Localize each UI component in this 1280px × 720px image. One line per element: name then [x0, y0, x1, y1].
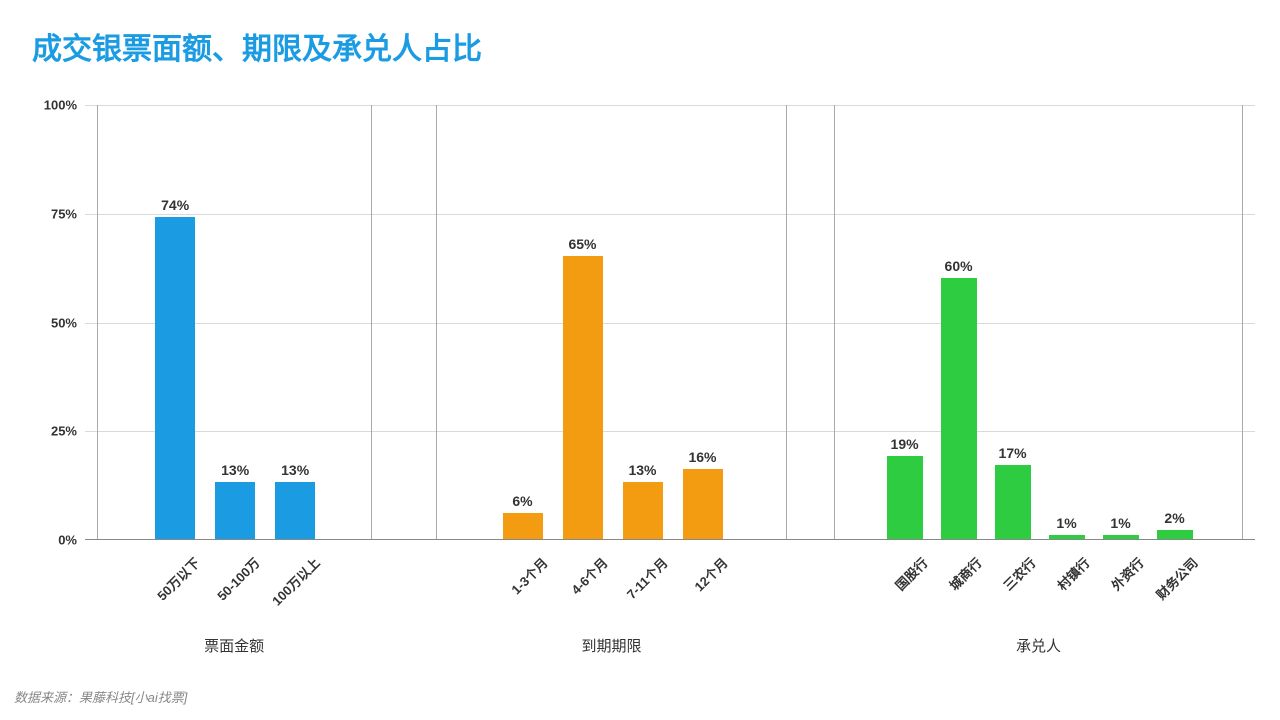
bar: 65% — [563, 105, 603, 539]
y-tick: 75% — [51, 206, 77, 221]
bar-rect — [941, 278, 977, 539]
bar: 19% — [887, 105, 923, 539]
y-axis: 0%25%50%75%100% — [25, 95, 85, 540]
bar-group: 6% 65% 13% 16% — [436, 105, 787, 539]
y-tick: 0% — [58, 533, 77, 548]
bar: 2% — [1157, 105, 1193, 539]
data-source: 数据来源：果藤科技[小ai找票] — [14, 687, 187, 706]
bar-group: 19% 60% 17% 1% 1% 2% — [834, 105, 1244, 539]
bar-rect — [623, 482, 663, 539]
group-title: 票面金额 — [97, 635, 372, 656]
bar-rect — [887, 456, 923, 539]
bar-value-label: 1% — [1110, 515, 1130, 531]
bar-value-label: 1% — [1056, 515, 1076, 531]
bar-rect — [275, 482, 315, 539]
bar: 17% — [995, 105, 1031, 539]
bar: 1% — [1049, 105, 1085, 539]
bar-value-label: 13% — [221, 462, 249, 478]
bar-rect — [683, 469, 723, 539]
bar-value-label: 6% — [512, 493, 532, 509]
bar-rect — [995, 465, 1031, 539]
chart-area: 0% 25% 50% 75% 100% 74% 13% 13% 6% 65% 13% 16% 19% 6… — [25, 95, 1255, 605]
bar-value-label: 60% — [945, 258, 973, 274]
group-title: 承兑人 — [834, 635, 1244, 656]
y-tick: 50% — [51, 315, 77, 330]
bar-group: 74% 13% 13% — [97, 105, 372, 539]
bar-value-label: 16% — [688, 449, 716, 465]
bar-value-label: 13% — [281, 462, 309, 478]
x-axis-labels: 50万以下50-100万100万以上1-3个月4-6个月7-11个月12个月国股… — [85, 543, 1255, 623]
bar-value-label: 65% — [568, 236, 596, 252]
bar-rect — [1157, 530, 1193, 539]
bar: 13% — [275, 105, 315, 539]
bar: 16% — [683, 105, 723, 539]
bar: 60% — [941, 105, 977, 539]
plot-area: 74% 13% 13% 6% 65% 13% 16% 19% 60% 17% 1% 1% 2% — [85, 105, 1255, 540]
bar-rect — [215, 482, 255, 539]
y-tick: 100% — [44, 98, 77, 113]
bar-rect — [1103, 535, 1139, 539]
bar-rect — [503, 513, 543, 539]
bar: 74% — [155, 105, 195, 539]
bar-rect — [155, 217, 195, 539]
bar: 13% — [623, 105, 663, 539]
y-tick: 25% — [51, 424, 77, 439]
bar-rect — [563, 256, 603, 539]
bar-value-label: 2% — [1164, 510, 1184, 526]
bar-rect — [1049, 535, 1085, 539]
bar-value-label: 13% — [628, 462, 656, 478]
bar: 6% — [503, 105, 543, 539]
bar-value-label: 19% — [891, 436, 919, 452]
chart-title: 成交银票面额、期限及承兑人占比 — [32, 24, 482, 68]
group-title: 到期期限 — [436, 635, 787, 656]
bar: 1% — [1103, 105, 1139, 539]
bar-value-label: 17% — [999, 445, 1027, 461]
bar: 13% — [215, 105, 255, 539]
bar-value-label: 74% — [161, 197, 189, 213]
